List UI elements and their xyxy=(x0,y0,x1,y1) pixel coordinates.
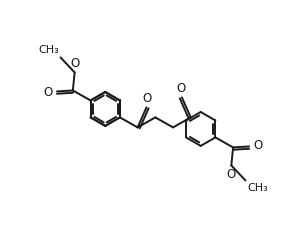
Text: O: O xyxy=(142,92,152,105)
Text: O: O xyxy=(176,82,186,95)
Text: CH₃: CH₃ xyxy=(247,183,268,193)
Text: O: O xyxy=(44,86,53,99)
Text: O: O xyxy=(71,57,80,70)
Text: O: O xyxy=(226,168,235,181)
Text: CH₃: CH₃ xyxy=(38,45,59,55)
Text: O: O xyxy=(253,139,262,152)
